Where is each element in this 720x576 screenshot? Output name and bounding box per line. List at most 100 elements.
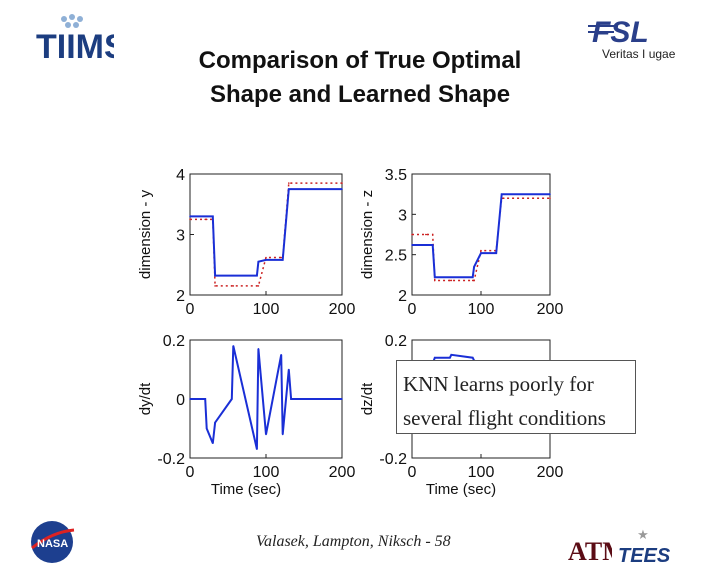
- data-point: [189, 215, 191, 218]
- callout-line-1: KNN learns poorly for: [403, 372, 594, 396]
- y-tick-label: 2: [176, 288, 185, 305]
- data-point: [214, 274, 216, 277]
- data-point: [549, 193, 551, 195]
- data-point: [549, 197, 551, 199]
- data-point: [494, 249, 496, 252]
- data-point: [280, 256, 283, 259]
- data-point: [214, 285, 216, 287]
- data-point: [257, 348, 260, 350]
- nasa-logo: NASA: [31, 521, 75, 563]
- data-point: [449, 356, 451, 359]
- tiims-logo-text: TIIMS: [36, 28, 114, 64]
- data-point: [480, 252, 482, 254]
- data-point: [265, 256, 267, 259]
- tees-logo-text: TEES: [618, 545, 670, 567]
- data-point: [450, 279, 453, 282]
- data-point: [341, 398, 343, 400]
- data-point: [473, 265, 475, 268]
- nasa-logo-text: NASA: [37, 538, 68, 550]
- data-point: [449, 279, 451, 282]
- data-point: [426, 233, 428, 236]
- data-point: [231, 398, 233, 400]
- x-tick-label: 0: [186, 301, 195, 318]
- data-point: [205, 218, 208, 221]
- data-point: [232, 285, 235, 287]
- data-point: [212, 442, 214, 445]
- data-point: [290, 182, 292, 184]
- data-point: [288, 182, 290, 184]
- x-tick-label: 0: [186, 464, 195, 481]
- y-tick-label: 3: [176, 228, 185, 245]
- fsl-motto: Veritas I ugae: [602, 47, 676, 61]
- data-point: [265, 259, 267, 261]
- y-tick-label: 2.5: [385, 248, 407, 265]
- data-point: [411, 244, 413, 246]
- data-point: [256, 285, 258, 287]
- data-point: [433, 356, 436, 359]
- data-point: [425, 233, 427, 236]
- tiims-logo: TIIMS: [36, 14, 114, 64]
- data-point: [433, 279, 436, 282]
- data-point: [449, 276, 451, 279]
- y-tick-label: -0.2: [157, 451, 185, 468]
- data-point: [431, 233, 434, 236]
- tees-logo: ★ TEES: [618, 527, 670, 567]
- data-point: [450, 353, 453, 356]
- data-point: [471, 279, 474, 282]
- x-tick-label: 100: [253, 301, 280, 318]
- data-point: [189, 398, 191, 400]
- data-point: [205, 215, 208, 218]
- data-point: [500, 193, 503, 195]
- data-point: [265, 433, 267, 436]
- data-point: [257, 285, 260, 287]
- title-line-2: Shape and Learned Shape: [209, 81, 511, 108]
- y-tick-label: 0.2: [385, 333, 407, 350]
- data-point: [231, 274, 233, 277]
- data-point: [288, 368, 290, 371]
- data-point: [257, 260, 260, 263]
- data-point: [495, 252, 497, 254]
- data-point: [471, 276, 474, 279]
- tamu-logo: ATM: [568, 537, 612, 566]
- x-tick-label: 100: [253, 464, 280, 481]
- fsl-logo: FSL Veritas I ugae: [588, 16, 676, 61]
- data-point: [450, 276, 453, 279]
- star-icon: ★: [637, 527, 649, 542]
- data-point: [281, 259, 284, 261]
- x-tick-label: 100: [468, 301, 495, 318]
- data-point: [431, 244, 434, 246]
- data-point: [232, 345, 235, 347]
- y-tick-label: 3: [398, 207, 407, 224]
- y-tick-label: 0: [176, 392, 185, 409]
- data-point: [280, 259, 283, 261]
- data-point: [471, 356, 474, 359]
- data-point: [341, 188, 343, 190]
- data-point: [189, 218, 191, 221]
- x-tick-label: 200: [537, 464, 564, 481]
- slide-title: Comparison of True Optimal Shape and Lea…: [140, 44, 580, 112]
- data-point: [231, 285, 233, 287]
- x-axis-label: Time (sec): [426, 481, 496, 498]
- data-point: [502, 197, 505, 199]
- data-point: [494, 252, 496, 254]
- y-tick-label: -0.2: [379, 451, 407, 468]
- x-tick-label: 0: [408, 464, 417, 481]
- data-point: [204, 218, 206, 221]
- data-point: [256, 274, 258, 277]
- data-point: [288, 188, 290, 190]
- data-point: [426, 244, 428, 246]
- data-point: [280, 353, 283, 356]
- data-point: [473, 279, 475, 282]
- x-tick-label: 200: [329, 301, 356, 318]
- data-point: [425, 244, 427, 246]
- data-point: [204, 398, 206, 400]
- data-point: [480, 249, 482, 252]
- y-axis-label: dimension - z: [359, 190, 376, 279]
- y-axis-label: dy/dt: [137, 382, 154, 415]
- data-point: [212, 215, 214, 218]
- data-point: [433, 276, 436, 279]
- knn-callout-box: KNN learns poorly for several flight con…: [396, 360, 636, 434]
- x-tick-label: 0: [408, 301, 417, 318]
- data-point: [204, 215, 206, 218]
